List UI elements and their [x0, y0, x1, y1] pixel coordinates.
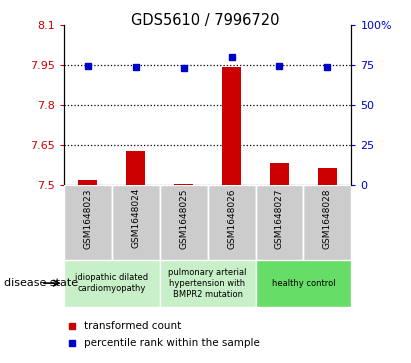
- Bar: [318, 168, 337, 185]
- Bar: [174, 184, 193, 185]
- Bar: [64, 260, 159, 307]
- Text: GSM1648028: GSM1648028: [323, 188, 332, 249]
- Bar: [256, 260, 351, 307]
- Bar: [64, 185, 112, 260]
- Text: GSM1648026: GSM1648026: [227, 188, 236, 249]
- Bar: [208, 185, 256, 260]
- Text: GSM1648024: GSM1648024: [131, 188, 140, 249]
- Text: pulmonary arterial
hypertension with
BMPR2 mutation: pulmonary arterial hypertension with BMP…: [169, 268, 247, 299]
- Bar: [126, 151, 145, 185]
- Bar: [222, 68, 241, 185]
- Text: transformed count: transformed count: [84, 321, 181, 331]
- Bar: [270, 163, 289, 185]
- Text: disease state: disease state: [4, 278, 78, 288]
- Text: healthy control: healthy control: [272, 279, 335, 287]
- Text: GSM1648027: GSM1648027: [275, 188, 284, 249]
- Text: GSM1648025: GSM1648025: [179, 188, 188, 249]
- Bar: [159, 185, 208, 260]
- Bar: [78, 180, 97, 185]
- Text: idiopathic dilated
cardiomyopathy: idiopathic dilated cardiomyopathy: [75, 273, 148, 293]
- Text: GSM1648023: GSM1648023: [83, 188, 92, 249]
- Bar: [112, 185, 159, 260]
- Bar: [256, 185, 303, 260]
- Bar: [159, 260, 256, 307]
- Text: percentile rank within the sample: percentile rank within the sample: [84, 338, 260, 348]
- Text: GDS5610 / 7996720: GDS5610 / 7996720: [131, 13, 280, 28]
- Bar: [303, 185, 351, 260]
